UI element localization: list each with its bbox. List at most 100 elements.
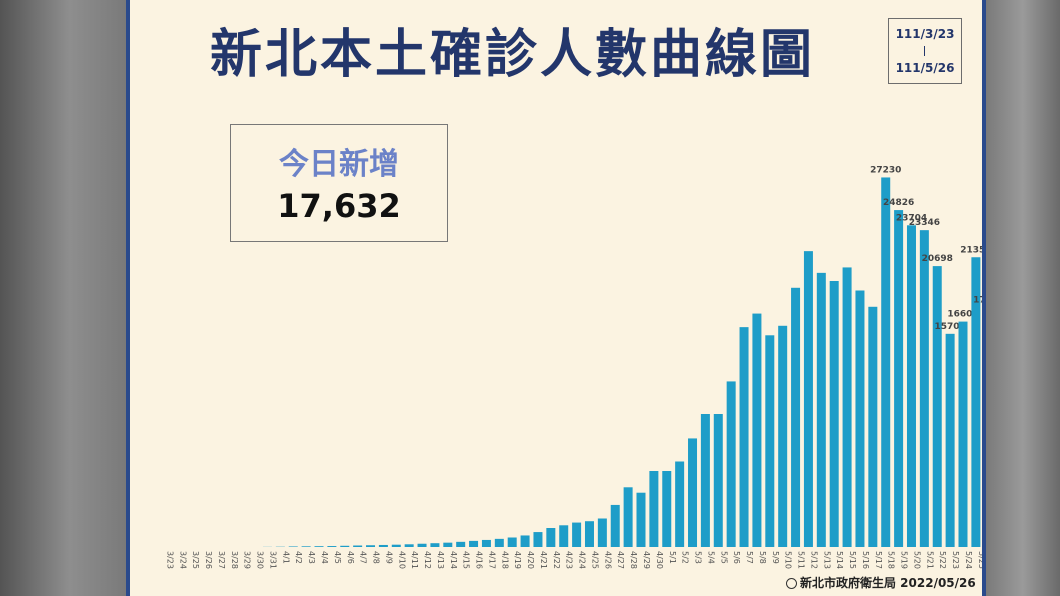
bar-5-21 [919, 230, 929, 547]
tick-label-5-17: 5/17 [874, 551, 883, 569]
bar-5-8 [752, 313, 762, 547]
tick-label-4-3: 4/3 [307, 551, 316, 564]
bar-5-9 [765, 335, 775, 547]
tick-label-5-11: 5/11 [797, 551, 806, 569]
bar-4-26 [597, 518, 607, 547]
tick-label-5-22: 5/22 [938, 551, 947, 569]
bar-5-18 [881, 177, 891, 547]
bar-4-25 [584, 521, 594, 547]
today-new-label: 今日新增 [279, 147, 399, 182]
tick-label-4-4: 4/4 [320, 551, 329, 564]
bar-4-27 [610, 504, 620, 547]
tick-label-4-9: 4/9 [384, 551, 393, 564]
tick-label-4-21: 4/21 [539, 551, 548, 569]
bar-5-14 [829, 281, 839, 547]
bar-5-7 [739, 327, 749, 547]
data-label-5-24: 16609 [947, 310, 978, 320]
bar-4-28 [623, 487, 633, 547]
tick-label-5-18: 5/18 [887, 551, 896, 569]
tick-label-3-24: 3/24 [178, 551, 187, 569]
bar-5-4 [700, 414, 710, 547]
tick-label-3-26: 3/26 [204, 551, 213, 569]
bar-5-1 [662, 471, 672, 547]
tick-label-4-8: 4/8 [372, 551, 381, 564]
tick-label-5-4: 5/4 [706, 551, 715, 564]
data-label-5-18: 27230 [870, 165, 901, 175]
tick-label-5-15: 5/15 [848, 551, 857, 569]
tick-label-3-31: 3/31 [268, 551, 277, 569]
tick-label-4-10: 4/10 [397, 551, 406, 569]
tick-label-4-16: 4/16 [475, 551, 484, 569]
tick-label-4-24: 4/24 [578, 551, 587, 569]
tick-label-4-27: 4/27 [616, 551, 625, 569]
bar-5-16 [855, 290, 865, 547]
tick-label-4-20: 4/20 [526, 551, 535, 569]
tick-label-4-30: 4/30 [655, 551, 664, 569]
bar-4-12 [417, 543, 427, 547]
tick-label-5-24: 5/24 [964, 551, 973, 569]
bar-4-21 [533, 532, 543, 547]
bar-4-13 [430, 543, 440, 547]
data-label-5-20: 23704 [896, 213, 927, 223]
tick-label-5-20: 5/20 [912, 551, 921, 569]
bar-4-22 [546, 528, 556, 547]
tick-label-5-8: 5/8 [758, 551, 767, 564]
date-range-end: 111/5/26 [895, 61, 955, 75]
bar-4-9 [378, 544, 388, 547]
bar-4-6 [340, 545, 350, 547]
page-title: 新北本土確診人數曲線圖 [210, 25, 816, 85]
tick-label-4-15: 4/15 [462, 551, 471, 569]
tick-label-3-29: 3/29 [243, 551, 252, 569]
today-new-value: 17,632 [277, 187, 401, 225]
bar-4-5 [327, 546, 337, 547]
bar-5-10 [778, 325, 788, 547]
data-label-5-25: 21350 [960, 245, 982, 255]
bar-5-3 [688, 438, 698, 547]
tick-label-4-11: 4/11 [410, 551, 419, 569]
tick-label-5-7: 5/7 [745, 551, 754, 564]
tick-label-5-9: 5/9 [771, 551, 780, 564]
bar-4-8 [366, 545, 376, 547]
tick-label-4-19: 4/19 [513, 551, 522, 569]
bar-5-20 [906, 225, 916, 548]
tick-label-4-18: 4/18 [500, 551, 509, 569]
data-label-5-19: 24826 [883, 198, 914, 208]
bar-5-2 [675, 461, 685, 547]
tick-label-4-6: 4/6 [346, 551, 355, 564]
tick-label-3-28: 3/28 [230, 551, 239, 569]
bar-chart: 3/23 3/24 3/25 3/26 3/27 3/28 3/29 3/30 3/31 4/1 4… [165, 165, 982, 569]
bar-4-30 [649, 471, 659, 547]
bar-4-15 [456, 541, 466, 547]
tick-label-4-7: 4/7 [359, 551, 368, 564]
bar-4-10 [391, 544, 401, 547]
tick-label-5-25: 5/25 [977, 551, 982, 569]
tick-label-3-23: 3/23 [165, 551, 174, 569]
bar-4-7 [353, 545, 363, 547]
tick-label-5-23: 5/23 [951, 551, 960, 569]
bar-4-17 [481, 539, 491, 547]
bar-5-13 [816, 272, 826, 547]
tick-label-5-5: 5/5 [719, 551, 728, 564]
tick-label-5-1: 5/1 [668, 551, 677, 564]
tick-label-4-13: 4/13 [436, 551, 445, 569]
bar-4-20 [520, 535, 530, 547]
data-label-5-22: 20698 [922, 254, 953, 264]
bar-4-14 [443, 542, 453, 547]
bar-5-15 [842, 267, 852, 547]
bar-4-3 [301, 546, 311, 547]
tick-label-4-1: 4/1 [281, 551, 290, 564]
tick-label-4-17: 4/17 [487, 551, 496, 569]
tick-label-5-14: 5/14 [835, 551, 844, 569]
date-range-box: 111/3/23 111/5/26 [888, 18, 962, 84]
data-label-5-23: 15708 [934, 322, 965, 332]
bar-5-5 [713, 414, 723, 547]
tick-label-4-2: 4/2 [294, 551, 303, 564]
data-label-5-26: 17632 [973, 296, 982, 306]
data-label-5-21: 23346 [909, 218, 940, 228]
bar-5-12 [803, 251, 813, 547]
date-range-separator [924, 46, 925, 56]
bar-4-11 [404, 544, 414, 547]
chart-panel: 新北本土確診人數曲線圖 111/3/23 111/5/26 今日新增 17,63… [130, 0, 982, 596]
bar-5-24 [958, 321, 968, 547]
tick-label-3-27: 3/27 [217, 551, 226, 569]
